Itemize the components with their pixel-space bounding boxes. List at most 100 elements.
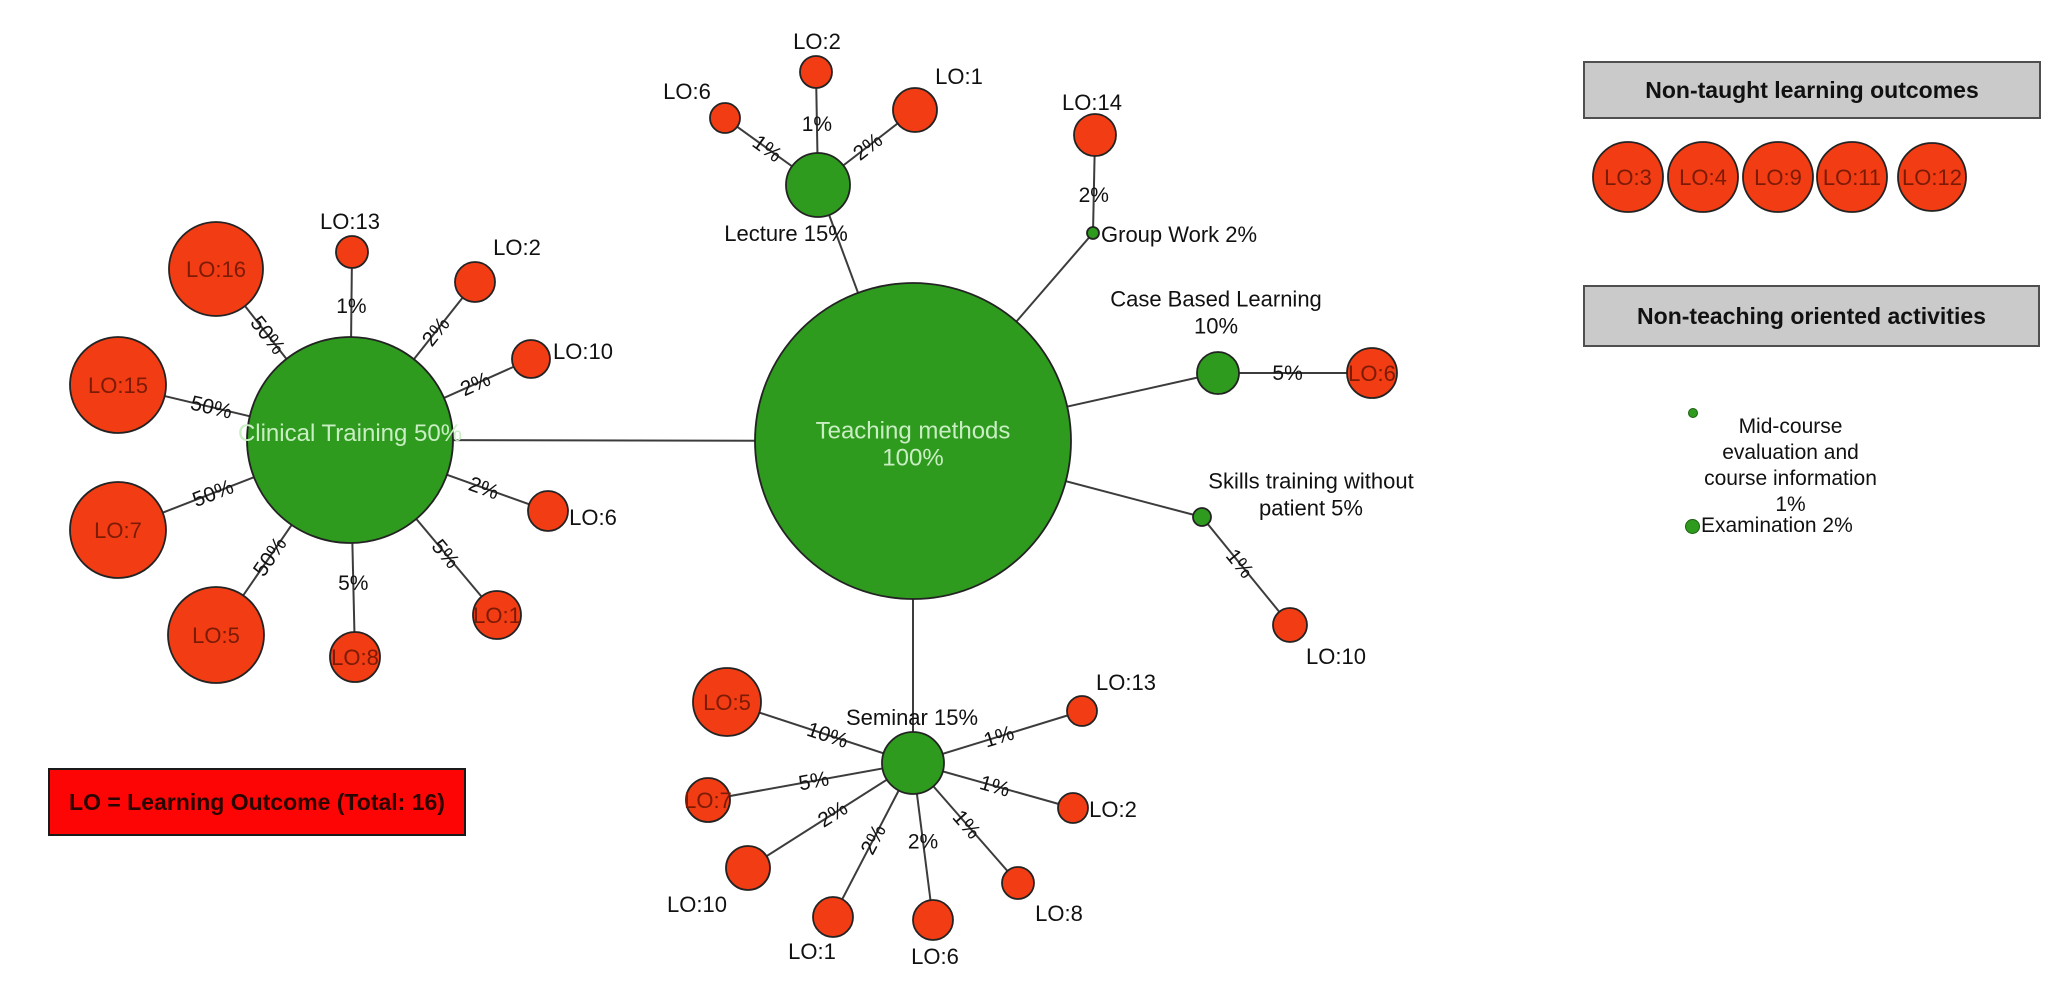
edge-clinical-cl-lo1-pct-label: 5% bbox=[427, 535, 464, 573]
node-se-lo10-circle bbox=[725, 845, 771, 891]
node-lec-lo2-circle bbox=[799, 55, 833, 89]
edge-skills-sk-lo10 bbox=[1201, 516, 1291, 626]
node-nt-lo9-circle bbox=[1742, 141, 1814, 213]
edge-clinical-cl-lo8-pct-label: 5% bbox=[338, 572, 368, 595]
node-nt-lo4-circle bbox=[1667, 141, 1739, 213]
node-skills-label: Skills training without patient 5% bbox=[1208, 468, 1413, 520]
node-casebased-circle bbox=[1196, 351, 1240, 395]
edge-skills-sk-lo10-pct-label: 1% bbox=[1221, 544, 1258, 582]
node-teaching-circle bbox=[754, 282, 1072, 600]
edge-casebased-cb-lo6-pct-label: 5% bbox=[1272, 362, 1302, 385]
node-skills-circle bbox=[1192, 507, 1212, 527]
edge-seminar-se-lo7 bbox=[707, 762, 914, 801]
edge-clinical-cl-lo7-pct-label: 50% bbox=[189, 475, 237, 512]
node-nt-lo12-circle bbox=[1897, 142, 1967, 212]
node-se-lo5-label: LO:5 bbox=[703, 690, 751, 715]
node-clinical-circle bbox=[246, 336, 454, 544]
node-nt-lo11-label: LO:11 bbox=[1823, 165, 1881, 190]
node-seminar-label: Seminar 15% bbox=[846, 705, 978, 730]
node-lec-lo6-circle bbox=[709, 102, 741, 134]
node-cl-lo2-label: LO:2 bbox=[493, 235, 541, 260]
node-cl-lo15-circle bbox=[69, 336, 167, 434]
node-se-lo10-label: LO:10 bbox=[667, 892, 727, 917]
node-cl-lo15-label: LO:15 bbox=[88, 373, 148, 398]
edge-lecture-lec-lo2-pct-label: 1% bbox=[802, 112, 832, 135]
node-cl-lo1-circle bbox=[472, 590, 522, 640]
node-nt-lo12-label: LO:12 bbox=[1902, 165, 1962, 190]
node-cl-lo1-label: LO:1 bbox=[473, 603, 521, 628]
edge-seminar-se-lo5-pct-label: 10% bbox=[804, 718, 851, 753]
node-nt-lo11-circle bbox=[1816, 141, 1888, 213]
node-se-lo6-circle bbox=[912, 899, 954, 941]
node-lec-lo1-circle bbox=[892, 87, 938, 133]
node-cl-lo10-circle bbox=[511, 339, 551, 379]
edge-lecture-lec-lo6-pct-label: 1% bbox=[748, 130, 786, 166]
edge-seminar-se-lo7-pct-label: 5% bbox=[797, 767, 831, 795]
midcourse-label: Mid-course evaluation and course informa… bbox=[1704, 415, 1877, 516]
node-sk-lo10-label: LO:10 bbox=[1306, 644, 1366, 669]
node-nt-lo4-label: LO:4 bbox=[1679, 165, 1727, 190]
node-cl-lo5-circle bbox=[167, 586, 265, 684]
node-se-lo13-circle bbox=[1066, 695, 1098, 727]
node-nt-lo3-label: LO:3 bbox=[1604, 165, 1652, 190]
node-clinical-label: Clinical Training 50% bbox=[238, 420, 462, 447]
edge-groupwork-gw-lo14-pct-label: 2% bbox=[1079, 184, 1109, 207]
node-seminar-circle bbox=[881, 731, 945, 795]
node-cl-lo6-label: LO:6 bbox=[569, 505, 617, 530]
examination-activity: Examination 2% bbox=[1685, 513, 1853, 539]
node-teaching-label: Teaching methods 100% bbox=[816, 417, 1011, 471]
node-se-lo7-circle bbox=[685, 777, 731, 823]
node-cl-lo5-label: LO:5 bbox=[192, 623, 240, 648]
examination-bullet-icon bbox=[1685, 518, 1700, 534]
node-se-lo1-label: LO:1 bbox=[788, 939, 836, 964]
edge-seminar-se-lo8-pct-label: 1% bbox=[948, 805, 985, 843]
edge-clinical-cl-lo2-pct-label: 2% bbox=[417, 312, 454, 350]
node-sk-lo10-circle bbox=[1272, 607, 1308, 643]
non-taught-header-label: Non-taught learning outcomes bbox=[1645, 76, 1979, 103]
node-lecture-circle bbox=[785, 152, 851, 218]
midcourse-bullet-icon bbox=[1688, 408, 1698, 418]
non-teaching-header-label: Non-teaching oriented activities bbox=[1637, 302, 1986, 329]
node-cl-lo2-circle bbox=[454, 261, 496, 303]
node-cb-lo6-label: LO:6 bbox=[1348, 361, 1396, 386]
edge-seminar-se-lo1-pct-label: 2% bbox=[856, 821, 890, 859]
edge-clinical-cl-lo6-pct-label: 2% bbox=[466, 472, 502, 504]
edge-seminar-se-lo10 bbox=[747, 762, 914, 869]
edge-clinical-cl-lo10-pct-label: 2% bbox=[457, 367, 494, 400]
examination-label: Examination 2% bbox=[1701, 514, 1853, 537]
lo-legend-label: LO = Learning Outcome (Total: 16) bbox=[69, 788, 445, 815]
edge-clinical-cl-lo5-pct-label: 50% bbox=[248, 533, 291, 581]
node-cl-lo13-circle bbox=[335, 235, 369, 269]
node-groupwork-label: Group Work 2% bbox=[1101, 222, 1257, 247]
node-cb-lo6-circle bbox=[1346, 347, 1398, 399]
midcourse-activity: Mid-course evaluation and course informa… bbox=[1688, 362, 1893, 518]
edge-seminar-se-lo13-pct-label: 1% bbox=[981, 721, 1017, 752]
node-cl-lo16-label: LO:16 bbox=[186, 257, 246, 282]
node-casebased-label: Case Based Learning 10% bbox=[1110, 286, 1322, 338]
node-cl-lo6-circle bbox=[527, 490, 569, 532]
node-cl-lo8-label: LO:8 bbox=[331, 645, 379, 670]
node-se-lo8-label: LO:8 bbox=[1035, 901, 1083, 926]
node-se-lo8-circle bbox=[1001, 866, 1035, 900]
non-taught-header: Non-taught learning outcomes bbox=[1583, 61, 2041, 119]
edge-clinical-cl-lo13-pct-label: 1% bbox=[336, 294, 366, 317]
edge-clinical-cl-lo15-pct-label: 50% bbox=[188, 391, 234, 423]
node-cl-lo8-circle bbox=[329, 631, 381, 683]
node-lec-lo2-label: LO:2 bbox=[793, 29, 841, 54]
edge-clinical-cl-lo16-pct-label: 50% bbox=[246, 311, 290, 358]
node-lec-lo6-label: LO:6 bbox=[663, 79, 711, 104]
edge-seminar-se-lo10-pct-label: 2% bbox=[814, 796, 852, 832]
edge-seminar-se-lo6-pct-label: 2% bbox=[908, 830, 938, 853]
node-gw-lo14-circle bbox=[1073, 113, 1117, 157]
node-se-lo7-label: LO:7 bbox=[684, 788, 732, 813]
edge-lecture-lec-lo1-pct-label: 2% bbox=[849, 128, 887, 165]
node-groupwork-circle bbox=[1086, 226, 1100, 240]
node-nt-lo3-circle bbox=[1592, 141, 1664, 213]
node-cl-lo10-label: LO:10 bbox=[553, 339, 613, 364]
node-se-lo2-label: LO:2 bbox=[1089, 797, 1137, 822]
node-lec-lo1-label: LO:1 bbox=[935, 64, 983, 89]
node-cl-lo16-circle bbox=[168, 221, 264, 317]
node-se-lo2-circle bbox=[1057, 792, 1089, 824]
